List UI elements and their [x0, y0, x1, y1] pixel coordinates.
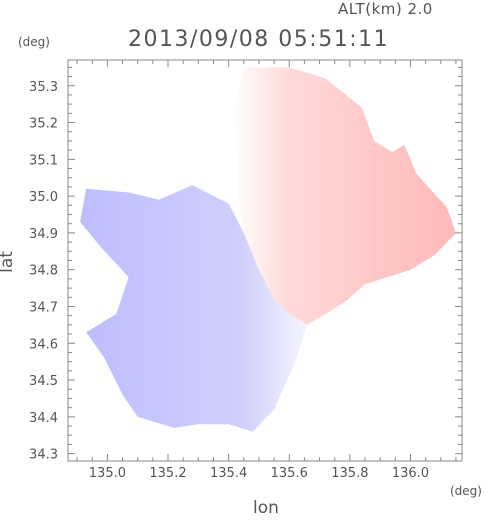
x-tick-label: 135.6: [271, 466, 308, 481]
negative-velocity-region: [80, 185, 308, 432]
y-tick-label: 35.1: [29, 153, 58, 168]
chart-title: 2013/09/08 05:51:11: [128, 27, 390, 52]
x-tick-label: 135.0: [89, 466, 126, 481]
y-tick-label: 34.9: [29, 227, 58, 242]
y-tick-label: 35.3: [29, 80, 58, 95]
x-tick-label: 135.2: [149, 466, 186, 481]
y-tick-label: 34.6: [29, 337, 58, 352]
axis-layer: 135.0 135.2 135.4 135.6 135.8 136.0 34.3 34.4 34…: [29, 60, 462, 481]
y-tick-label: 35.0: [29, 190, 58, 205]
y-axis-unit: (deg): [18, 35, 50, 49]
y-tick-label: 34.3: [29, 448, 58, 463]
x-axis-unit: (deg): [450, 484, 482, 498]
x-tick-label: 135.4: [210, 466, 247, 481]
y-tick-label: 34.7: [29, 300, 58, 315]
altitude-label: ALT(km) 2.0: [338, 0, 433, 18]
x-tick-label: 135.8: [331, 466, 368, 481]
x-axis-label: lon: [253, 498, 279, 518]
positive-velocity-region: [231, 67, 456, 325]
x-tick-label: 136.0: [392, 466, 429, 481]
plot-layer: [80, 67, 456, 432]
y-tick-label: 34.4: [29, 411, 58, 426]
y-tick-label: 34.8: [29, 264, 58, 279]
y-tick-label: 35.2: [29, 117, 58, 132]
y-tick-label: 34.5: [29, 374, 58, 389]
